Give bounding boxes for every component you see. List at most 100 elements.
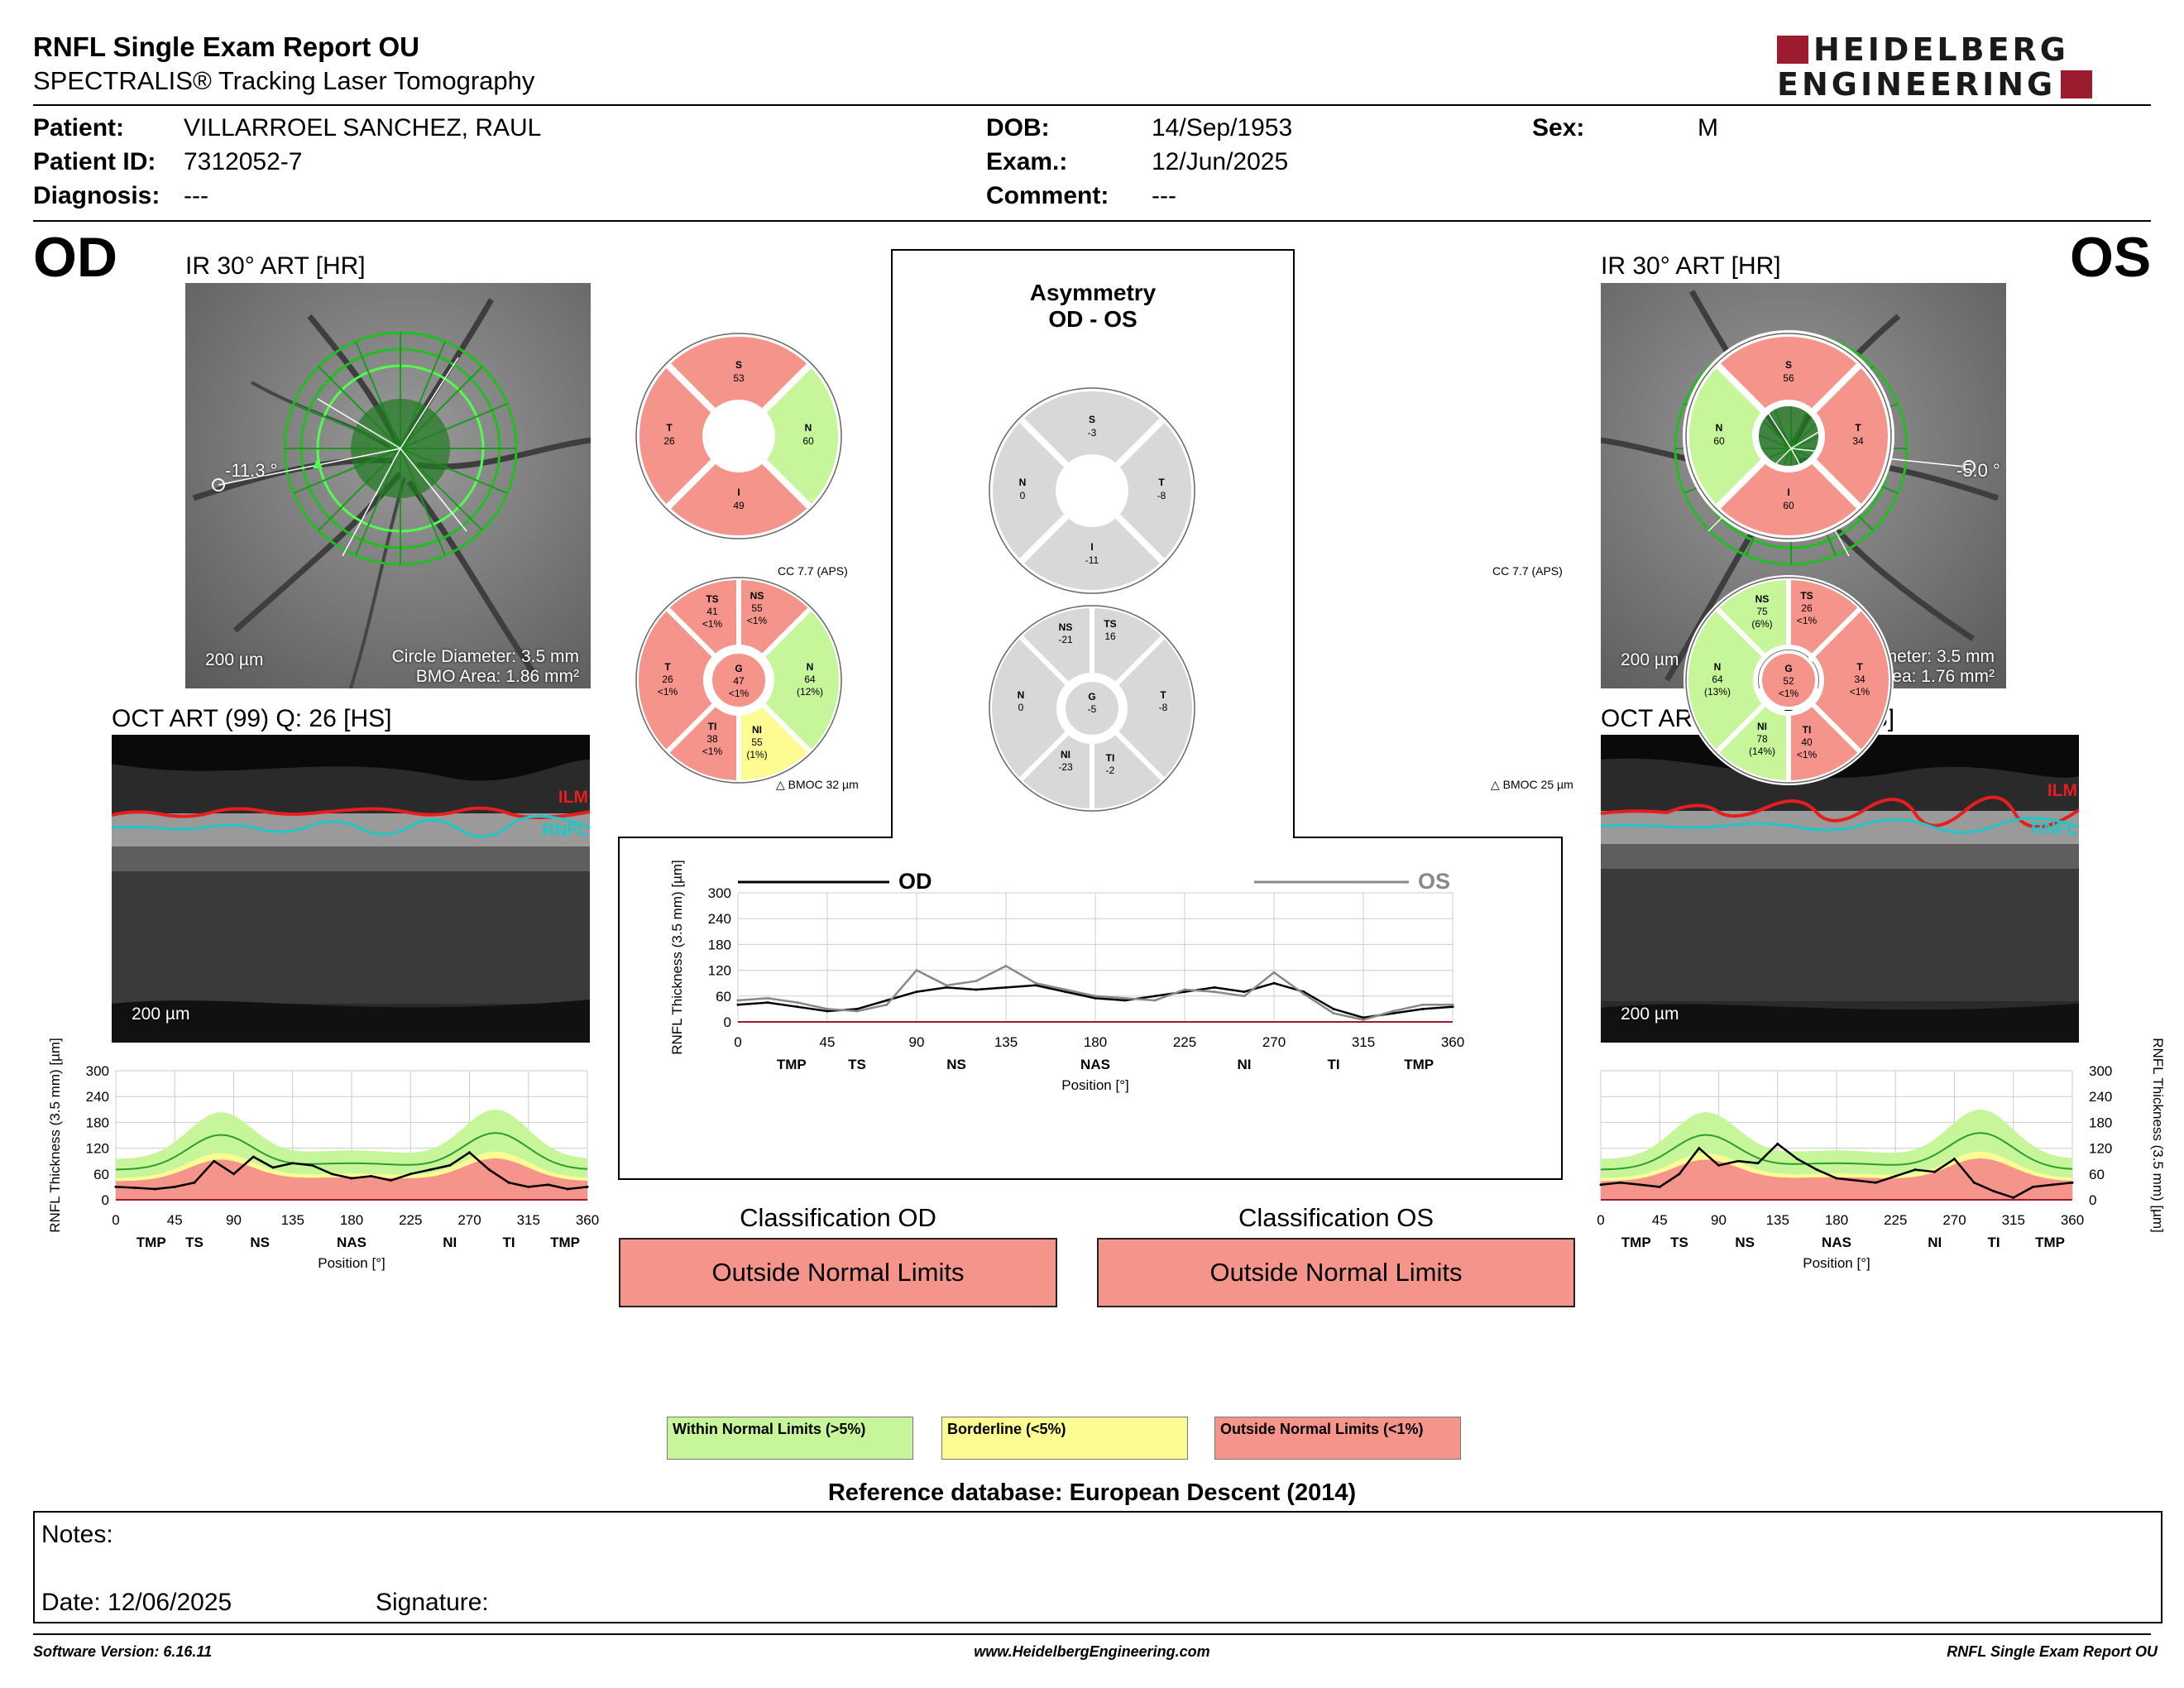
data-point (213, 1159, 216, 1163)
data-point (1362, 1016, 1365, 1019)
os-value-ti-pct: <1% (1797, 749, 1818, 760)
od-value-t: 26 (662, 674, 673, 685)
x-tick-label: 180 (1825, 1212, 1848, 1228)
notes-label: Notes: (41, 1521, 113, 1548)
patient-id-label: Patient ID: (33, 148, 156, 175)
data-point (1034, 981, 1037, 985)
os-eye-label: OS (2070, 226, 2152, 289)
asym-value-n: 0 (1020, 490, 1026, 501)
data-point (1391, 1012, 1395, 1015)
os-rnfl-label: RNFL (2031, 819, 2077, 838)
data-point (1243, 995, 1246, 998)
patient-value: VILLARROEL SANCHEZ, RAUL (184, 114, 542, 141)
od-sector6-chart: TS41<1%NS55<1%T26<1%N64(12%)TI38<1%NI55(… (634, 574, 844, 786)
data-point (409, 1172, 412, 1176)
data-point (1658, 1185, 1661, 1188)
os-value-ni-pct: (14%) (1749, 746, 1775, 757)
band-borderline (116, 1151, 587, 1182)
x-tick-label: 225 (399, 1212, 422, 1228)
od-rnfl-label: RNFL (542, 821, 588, 840)
data-point (1619, 1181, 1622, 1184)
os-label-ti: TI (1803, 724, 1812, 736)
x-tick-label: 225 (1173, 1034, 1196, 1050)
data-point (915, 969, 918, 972)
data-point (826, 1009, 829, 1013)
diagnosis-label: Diagnosis: (33, 182, 160, 209)
os-value-ns: 75 (1756, 606, 1768, 617)
x-axis-label: Position [°] (1061, 1077, 1128, 1093)
sector-axis-label: NAS (1822, 1235, 1851, 1250)
data-point (527, 1185, 530, 1188)
y-tick-label: 120 (86, 1141, 109, 1157)
asym-label-ni: NI (1061, 749, 1070, 760)
data-point (1698, 1147, 1701, 1150)
data-point (586, 1185, 589, 1188)
data-point (1213, 985, 1216, 989)
od-value-ts-pct: <1% (702, 618, 723, 630)
asym-sector-g (1062, 679, 1122, 738)
data-point (1064, 988, 1067, 991)
data-point (1933, 1170, 1937, 1173)
x-tick-label: 225 (1884, 1212, 1907, 1228)
data-point (1972, 1181, 1976, 1184)
data-point (1599, 1183, 1602, 1187)
x-axis-label: Position [°] (318, 1255, 385, 1271)
os-value-n-pct: (13%) (1704, 686, 1731, 698)
sector-axis-label: NI (443, 1235, 457, 1250)
od-label-t: T (666, 422, 673, 434)
od-label-g: G (735, 663, 742, 674)
od-value-n-pct: (12%) (797, 686, 823, 698)
od-classification-box: Outside Normal Limits (619, 1238, 1057, 1307)
reference-database: Reference database: European Descent (20… (827, 1479, 1357, 1506)
os-value-s: 56 (1783, 372, 1794, 384)
data-point (1153, 995, 1157, 998)
x-tick-label: 90 (1711, 1212, 1727, 1228)
os-label-ns: NS (1755, 593, 1770, 605)
od-value-i: 49 (733, 500, 745, 511)
asym-label-ts: TS (1104, 618, 1116, 630)
asym-label-t: T (1160, 689, 1166, 701)
data-point (975, 980, 978, 983)
data-point (448, 1163, 452, 1167)
y-tick-label: 180 (708, 937, 731, 952)
od-label-i: I (737, 487, 740, 498)
os-ir-title: IR 30° ART [HR] (1601, 252, 1781, 280)
band-within (116, 1109, 587, 1178)
sector-axis-label: NS (946, 1057, 966, 1072)
asymmetry-title: Asymmetry (1029, 280, 1157, 305)
od-value-ni-pct: (1%) (746, 749, 767, 760)
data-point (193, 1181, 196, 1184)
x-tick-label: 90 (226, 1212, 242, 1228)
od-bmo-area: BMO Area: 1.86 mm² (415, 667, 579, 686)
data-point (855, 1007, 859, 1010)
x-tick-label: 360 (576, 1212, 599, 1228)
data-point (507, 1181, 510, 1184)
legend-os-label: OS (1418, 869, 1450, 894)
od-ilm-label: ILM (558, 788, 588, 807)
legend-borderline: Borderline (<5%) (941, 1417, 1188, 1460)
footer-website[interactable]: www.HeidelbergEngineering.com (974, 1643, 1210, 1660)
data-point (736, 1003, 740, 1006)
y-tick-label: 60 (93, 1167, 109, 1182)
sector-axis-label: TI (1327, 1057, 1339, 1072)
x-tick-label: 45 (167, 1212, 183, 1228)
dob-label: DOB: (986, 114, 1050, 141)
data-point (1421, 1003, 1425, 1006)
od-sector-g (709, 650, 769, 710)
data-point (1094, 996, 1097, 1000)
data-point (855, 1009, 859, 1013)
asym-value-ni: -23 (1058, 761, 1073, 773)
sector-axis-label: NAS (337, 1235, 366, 1250)
y-axis-label: RNFL Thickness (3.5 mm) [µm] (669, 860, 685, 1055)
data-point (2071, 1181, 2074, 1184)
os-label-s: S (1785, 359, 1792, 371)
x-tick-label: 45 (1652, 1212, 1668, 1228)
normative-mean-line (115, 1132, 588, 1171)
data-point (1243, 990, 1246, 994)
patient-id-value: 7312052-7 (184, 148, 303, 175)
os-label-i: I (1787, 487, 1789, 498)
od-bmoc-label: △ BMOC 32 µm (776, 778, 859, 791)
y-axis-label: RNFL Thickness (3.5 mm) [µm] (47, 1038, 63, 1233)
